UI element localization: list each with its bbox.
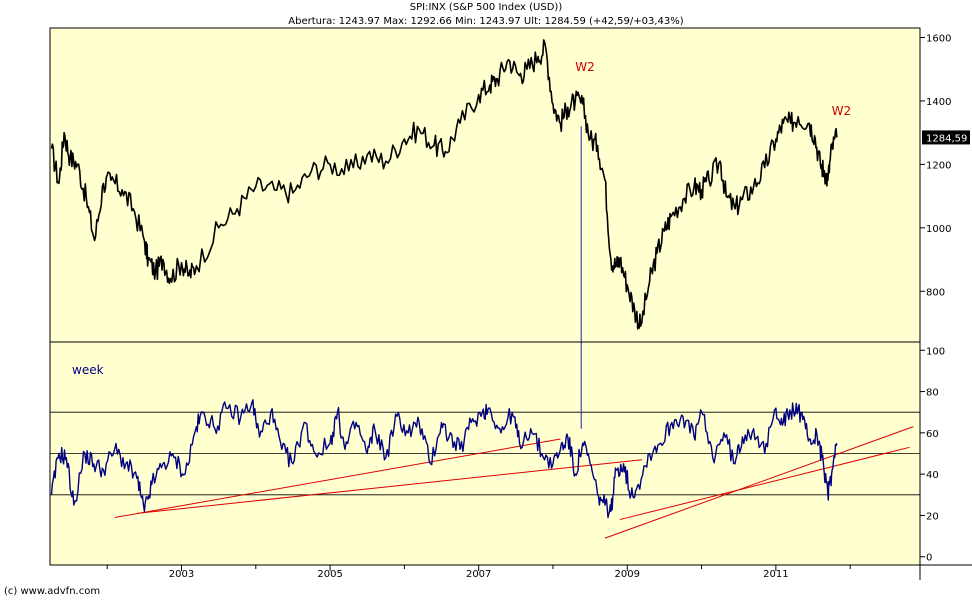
x-tick-label-2011: 2011 [763,569,788,580]
copyright-credit: (c) www.advfn.com [4,586,101,597]
indicator-y-tick-label-20: 20 [926,511,939,522]
trendline-2 [136,459,643,514]
last-value-label: 1284,59 [926,133,967,144]
x-tick-label-2005: 2005 [317,569,342,580]
price-y-tick-label-1400: 1400 [926,97,951,108]
price-series-line [50,39,838,330]
indicator-y-tick-label-80: 80 [926,388,939,399]
wave-label-2: W2 [832,104,852,118]
trendline-4 [619,446,910,521]
axis-labels: 2003 2005 2007 2009 2011 800 1000 1200 1400 1600 0… [169,34,970,580]
chart-title: SPI:INX (S&P 500 Index (USD)) [409,2,563,13]
trendline-3 [604,426,914,539]
x-tick-label-2003: 2003 [169,569,194,580]
x-tick-label-2009: 2009 [615,569,640,580]
price-y-tick-label-800: 800 [926,287,945,298]
chart-background [50,28,920,565]
trendlines [114,426,914,539]
price-y-tick-label-1200: 1200 [926,160,951,171]
indicator-label: week [72,363,104,377]
ohlc-summary: Abertura: 1243.97 Max: 1292.66 Min: 1243… [288,16,684,27]
annotations: W2 W2 week [72,60,851,377]
indicator-y-tick-label-60: 60 [926,429,939,440]
indicator-y-tick-label-40: 40 [926,470,939,481]
indicator-series-line [50,399,838,519]
axes [49,27,972,580]
last-value-box [922,130,970,145]
indicator-y-tick-label-100: 100 [926,346,945,357]
x-tick-label-2007: 2007 [466,569,491,580]
wave-label-1: W2 [575,60,595,74]
price-y-tick-label-1000: 1000 [926,224,951,235]
trendline-1 [114,438,561,519]
series-lines [50,39,838,519]
indicator-y-tick-label-0: 0 [926,553,932,564]
price-y-tick-label-1600: 1600 [926,34,951,45]
price-panel [50,28,920,342]
